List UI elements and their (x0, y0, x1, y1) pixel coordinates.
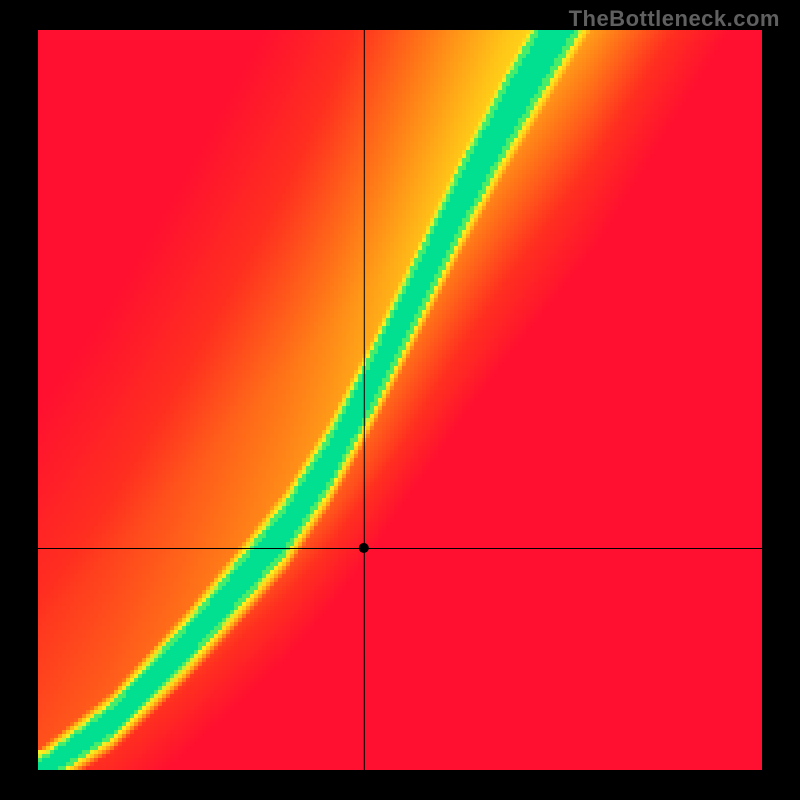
heatmap-canvas (0, 0, 800, 800)
watermark: TheBottleneck.com (569, 6, 780, 32)
